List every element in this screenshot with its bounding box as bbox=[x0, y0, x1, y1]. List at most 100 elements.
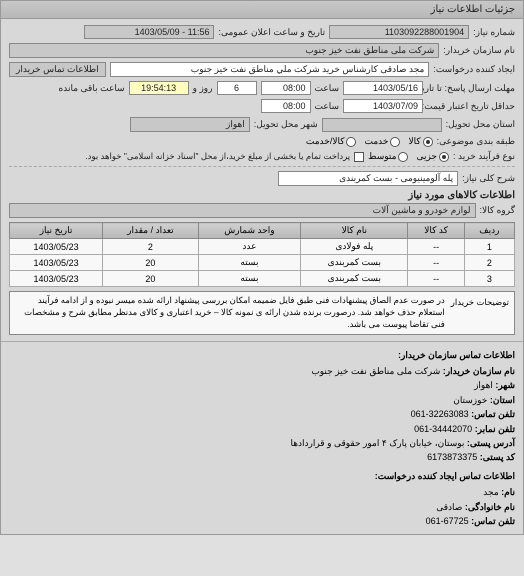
items-body: 1--پله فولادیعدد21403/05/232--بست کمربند… bbox=[10, 239, 515, 287]
table-cell: -- bbox=[408, 239, 464, 255]
days-remaining-field: 6 bbox=[217, 81, 257, 95]
delivery-state-label: استان محل تحویل: bbox=[446, 119, 515, 130]
table-row[interactable]: 2--بست کمربندیبسته201403/05/23 bbox=[10, 255, 515, 271]
buyer-contact-button[interactable]: اطلاعات تماس خریدار bbox=[9, 62, 106, 77]
creator-name: نام: مجد bbox=[9, 485, 515, 499]
table-cell: 20 bbox=[103, 271, 199, 287]
radio-icon bbox=[398, 152, 408, 162]
announce-field: 11:56 - 1403/05/09 bbox=[84, 25, 214, 39]
class-label: طبقه بندی موضوعی: bbox=[437, 136, 515, 147]
class-option[interactable]: خدمت bbox=[364, 136, 400, 147]
row-class: طبقه بندی موضوعی: کالا خدمت کالا/خدمت bbox=[9, 136, 515, 147]
table-cell: 1403/05/23 bbox=[10, 271, 103, 287]
table-cell: 20 bbox=[103, 255, 199, 271]
table-row[interactable]: 1--پله فولادیعدد21403/05/23 bbox=[10, 239, 515, 255]
need-desc-label: شرح کلی نیاز: bbox=[462, 173, 515, 184]
request-no-label: شماره نیاز: bbox=[473, 27, 515, 38]
days-suffix: روز و bbox=[193, 83, 213, 94]
table-cell: -- bbox=[408, 271, 464, 287]
contact-postal-addr: آدرس پستی: بوستان، خیابان پارک ۴ امور حق… bbox=[9, 436, 515, 450]
table-header-cell: کد کالا bbox=[408, 223, 464, 239]
reply-date-field: 1403/05/16 bbox=[343, 81, 423, 95]
radio-icon bbox=[423, 137, 433, 147]
items-head-row: ردیفکد کالانام کالاواحد شمارشتعداد / مقد… bbox=[10, 223, 515, 239]
creator-section-title: اطلاعات تماس ایجاد کننده درخواست: bbox=[9, 469, 515, 483]
table-cell: بسته bbox=[198, 271, 300, 287]
table-row[interactable]: 3--بست کمربندیبسته201403/05/23 bbox=[10, 271, 515, 287]
row-need-desc: شرح کلی نیاز: پله آلومینیومی - بست کمربن… bbox=[9, 171, 515, 186]
buyer-note-box: توضیحات خریدار در صورت عدم الصاق پیشنهاد… bbox=[9, 291, 515, 335]
goods-group-label: گروه کالا: bbox=[480, 205, 515, 216]
row-proc: نوع فرآیند خرید : جزییمتوسط پرداخت تمام … bbox=[9, 151, 515, 162]
contact-city: شهر: اهواز bbox=[9, 378, 515, 392]
table-header-cell: نام کالا bbox=[301, 223, 408, 239]
panel-body: شماره نیاز: 1103092288001904 تاریخ و ساع… bbox=[1, 19, 523, 341]
radio-label: کالا/خدمت bbox=[306, 136, 345, 147]
radio-label: متوسط bbox=[368, 151, 396, 162]
proc-option[interactable]: جزیی bbox=[416, 151, 449, 162]
panel-header: جزئیات اطلاعات نیاز bbox=[1, 1, 523, 19]
buyer-note-label: توضیحات خریدار bbox=[451, 295, 509, 331]
table-cell: 1403/05/23 bbox=[10, 255, 103, 271]
table-header-cell: تعداد / مقدار bbox=[103, 223, 199, 239]
delivery-city-label: شهر محل تحویل: bbox=[254, 119, 318, 130]
row-reply-deadline: مهلت ارسال پاسخ: تا تاریخ: 1403/05/16 سا… bbox=[9, 81, 515, 95]
radio-icon bbox=[439, 152, 449, 162]
table-cell: 2 bbox=[464, 255, 514, 271]
table-cell: 1 bbox=[464, 239, 514, 255]
radio-label: خدمت bbox=[364, 136, 388, 147]
class-option[interactable]: کالا/خدمت bbox=[306, 136, 357, 147]
requester-label: ایجاد کننده درخواست: bbox=[433, 64, 515, 75]
contact-block: اطلاعات تماس سازمان خریدار: نام سازمان خ… bbox=[1, 341, 523, 535]
proc-radio-group: جزیی متوسط bbox=[368, 151, 449, 162]
buyer-note-text: در صورت عدم الصاق پیشنهادات فنی طبق فایل… bbox=[15, 295, 445, 331]
requester-field: مجد صادقی کارشناس خرید شرکت ملي مناطق نف… bbox=[110, 62, 430, 77]
contact-section-title: اطلاعات تماس سازمان خریدار: bbox=[9, 348, 515, 362]
radio-icon bbox=[390, 137, 400, 147]
contact-postal-code: کد پستی: 6173873375 bbox=[9, 450, 515, 464]
radio-icon bbox=[346, 137, 356, 147]
validity-time-field: 08:00 bbox=[261, 99, 311, 113]
reply-time-field: 08:00 bbox=[261, 81, 311, 95]
row-goods-group: گروه کالا: لوازم خودرو و ماشین آلات bbox=[9, 203, 515, 218]
row-delivery: استان محل تحویل: شهر محل تحویل: اهواز bbox=[9, 117, 515, 132]
class-option[interactable]: کالا bbox=[408, 136, 432, 147]
table-cell: 3 bbox=[464, 271, 514, 287]
radio-label: جزیی bbox=[416, 151, 437, 162]
contact-org: نام سازمان خریدار: شرکت ملی مناطق نفت خی… bbox=[9, 364, 515, 378]
table-cell: بست کمربندی bbox=[301, 271, 408, 287]
reply-deadline-label: مهلت ارسال پاسخ: تا تاریخ: bbox=[427, 83, 515, 94]
time-suffix: ساعت باقی مانده bbox=[59, 83, 125, 94]
table-cell: 1403/05/23 bbox=[10, 239, 103, 255]
table-cell: -- bbox=[408, 255, 464, 271]
radio-label: کالا bbox=[408, 136, 420, 147]
table-cell: عدد bbox=[198, 239, 300, 255]
payment-checkbox[interactable] bbox=[354, 152, 364, 162]
contact-province: استان: خوزستان bbox=[9, 393, 515, 407]
panel-title: جزئیات اطلاعات نیاز bbox=[431, 4, 515, 15]
goods-section-title: اطلاعات کالاهای مورد نیاز bbox=[9, 190, 515, 201]
need-desc-field: پله آلومینیومی - بست کمربندی bbox=[278, 171, 458, 186]
announce-label: تاریخ و ساعت اعلان عمومی: bbox=[218, 27, 325, 38]
row-request-no: شماره نیاز: 1103092288001904 تاریخ و ساع… bbox=[9, 25, 515, 39]
table-header-cell: ردیف bbox=[464, 223, 514, 239]
request-no-field: 1103092288001904 bbox=[329, 25, 469, 39]
items-table: ردیفکد کالانام کالاواحد شمارشتعداد / مقد… bbox=[9, 222, 515, 287]
creator-phone: تلفن تماس: 67725-061 bbox=[9, 514, 515, 528]
delivery-city-field: اهواز bbox=[130, 117, 250, 132]
validity-label: حداقل تاریخ اعتبار قیمت: تا تاریخ: bbox=[427, 101, 515, 112]
table-header-cell: تاریخ نیاز bbox=[10, 223, 103, 239]
divider bbox=[9, 166, 515, 167]
table-cell: بست کمربندی bbox=[301, 255, 408, 271]
proc-option[interactable]: متوسط bbox=[368, 151, 408, 162]
time-remaining-field: 19:54:13 bbox=[129, 81, 189, 95]
table-cell: 2 bbox=[103, 239, 199, 255]
delivery-state-field bbox=[322, 118, 442, 132]
validity-time-label: ساعت bbox=[315, 101, 340, 112]
details-panel: جزئیات اطلاعات نیاز شماره نیاز: 11030922… bbox=[0, 0, 524, 535]
payment-note: پرداخت تمام یا بخشی از مبلغ خرید،از محل … bbox=[85, 151, 350, 162]
table-cell: بسته bbox=[198, 255, 300, 271]
buyer-name-field: شرکت ملی مناطق نفت خیز جنوب bbox=[9, 43, 439, 58]
class-radio-group: کالا خدمت کالا/خدمت bbox=[306, 136, 433, 147]
contact-phone: تلفن تماس: 32263083-061 bbox=[9, 407, 515, 421]
